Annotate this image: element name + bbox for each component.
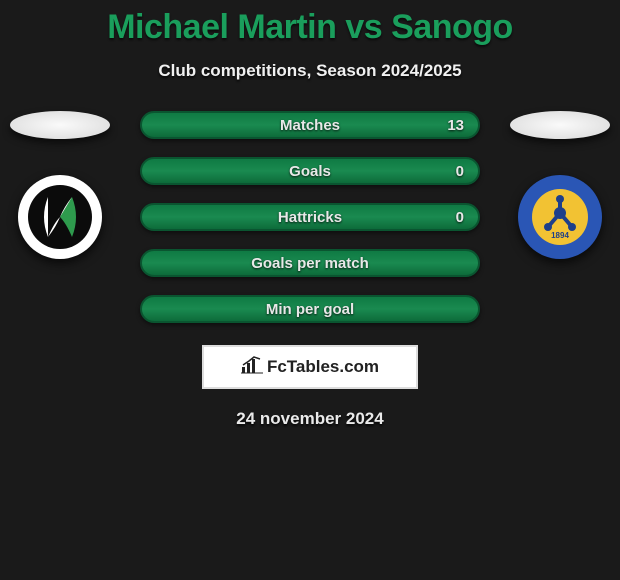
right-club-badge-svg: 1894 (518, 175, 602, 259)
stat-value-right: 0 (456, 209, 464, 226)
svg-text:1894: 1894 (551, 231, 569, 240)
stat-label: Goals per match (251, 255, 369, 272)
stat-bar-matches: Matches 13 (140, 111, 480, 139)
stats-area: 1894 Matches 13 Goals 0 Hattricks 0 Goal… (0, 111, 620, 323)
right-club-badge: 1894 (518, 175, 602, 259)
right-player-column: 1894 (500, 111, 620, 259)
bar-chart-icon (241, 356, 263, 379)
page-subtitle: Club competitions, Season 2024/2025 (0, 61, 620, 81)
left-club-badge-svg (18, 175, 102, 259)
stat-bars: Matches 13 Goals 0 Hattricks 0 Goals per… (140, 111, 480, 323)
stat-label: Matches (280, 117, 340, 134)
date-label: 24 november 2024 (0, 409, 620, 429)
brand-attribution[interactable]: FcTables.com (202, 345, 418, 389)
stat-label: Goals (289, 163, 331, 180)
left-club-badge (18, 175, 102, 259)
stat-bar-gpm: Goals per match (140, 249, 480, 277)
stat-bar-goals: Goals 0 (140, 157, 480, 185)
stat-bar-mpg: Min per goal (140, 295, 480, 323)
brand-name: FcTables.com (267, 357, 379, 377)
stat-bar-hattricks: Hattricks 0 (140, 203, 480, 231)
right-player-avatar-placeholder (510, 111, 610, 139)
stat-label: Hattricks (278, 209, 342, 226)
stat-value-right: 13 (447, 117, 464, 134)
stat-value-right: 0 (456, 163, 464, 180)
left-player-avatar-placeholder (10, 111, 110, 139)
page-title: Michael Martin vs Sanogo (0, 0, 620, 47)
left-player-column (0, 111, 120, 259)
stat-label: Min per goal (266, 301, 354, 318)
